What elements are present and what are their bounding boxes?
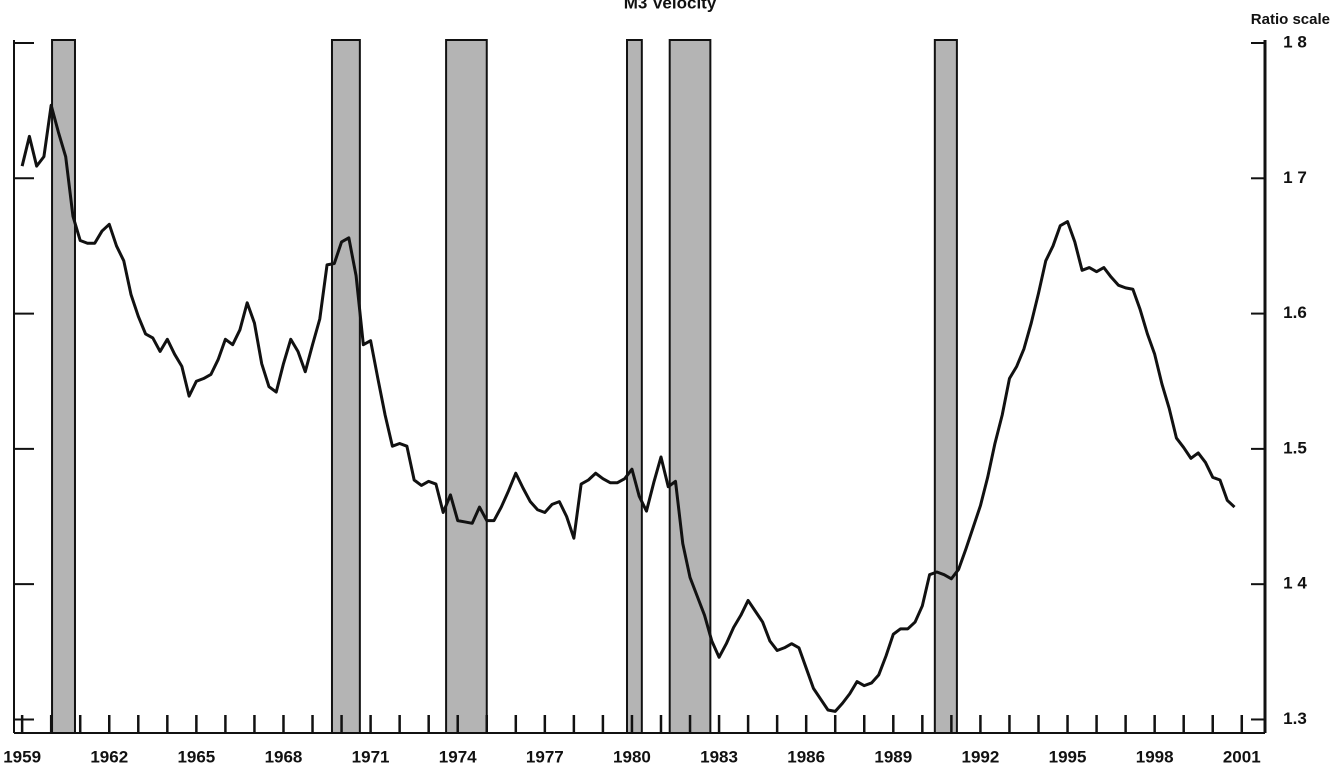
x-tick-label: 1968 <box>265 747 303 766</box>
x-tick-label: 1980 <box>613 747 651 766</box>
y-tick-label: 1.6 <box>1283 303 1307 322</box>
x-tick-label: 1977 <box>526 747 564 766</box>
y-axis-label: Ratio scale <box>1251 11 1330 28</box>
y-tick-label: 1 4 <box>1283 574 1307 593</box>
x-tick-label: 1965 <box>177 747 215 766</box>
x-tick-label: 1959 <box>3 747 41 766</box>
y-tick-label: 1.5 <box>1283 438 1307 457</box>
recession-band <box>933 39 958 734</box>
chart-title: M3 Velocity <box>624 0 717 12</box>
recession-band <box>668 39 712 734</box>
x-tick-label: 2001 <box>1223 747 1261 766</box>
x-tick-label: 1998 <box>1136 747 1174 766</box>
x-tick-label: 1974 <box>439 747 477 766</box>
y-tick-label: 1 8 <box>1283 32 1307 51</box>
recession-band <box>445 39 488 734</box>
x-tick-label: 1983 <box>700 747 738 766</box>
x-tick-label: 1986 <box>787 747 825 766</box>
recession-band <box>626 39 643 734</box>
x-tick-label: 1989 <box>874 747 912 766</box>
x-tick-label: 1962 <box>90 747 128 766</box>
x-tick-label: 1995 <box>1049 747 1087 766</box>
line <box>20 103 1236 713</box>
x-tick-label: 1971 <box>352 747 390 766</box>
recession-band <box>51 39 76 734</box>
recession-band <box>330 39 361 734</box>
y-tick-label: 1.3 <box>1283 709 1307 728</box>
x-tick-label: 1992 <box>962 747 1000 766</box>
y-tick-label: 1 7 <box>1283 168 1307 187</box>
